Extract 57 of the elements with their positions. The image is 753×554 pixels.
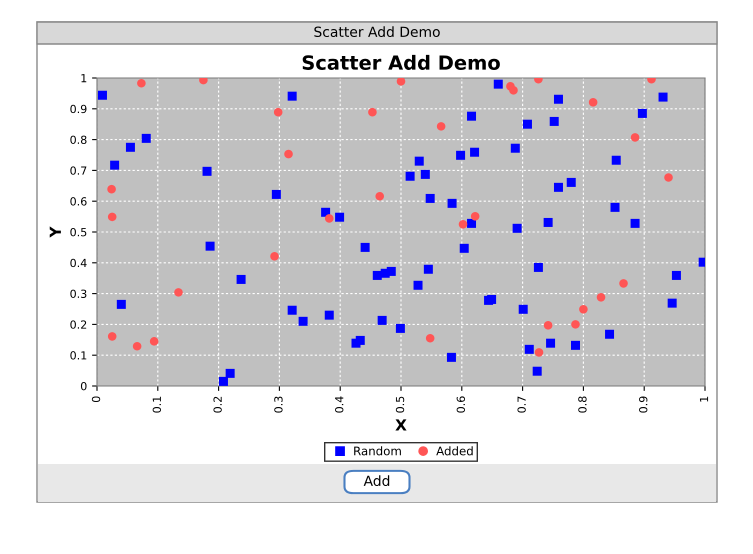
point	[108, 212, 116, 222]
point	[509, 86, 518, 95]
y-tick-label: 0.8	[70, 136, 87, 144]
point	[579, 305, 588, 314]
text: Scatter Add Demo	[314, 26, 440, 38]
point	[107, 184, 116, 194]
y-axis-title: Y	[50, 226, 61, 238]
point	[470, 212, 480, 221]
point	[544, 321, 552, 330]
y-tick-label: 1	[81, 74, 86, 82]
point	[137, 78, 146, 88]
y-tick-label: 0.4	[70, 258, 87, 268]
point	[174, 288, 183, 297]
y-tick-label: 0.2	[70, 320, 86, 329]
point	[534, 348, 544, 357]
y-tick-label: 0	[80, 382, 87, 390]
point	[375, 192, 384, 201]
point	[368, 108, 377, 116]
point	[132, 342, 142, 351]
x-tick-label: 0.1	[152, 396, 162, 413]
x-tick-label: 1	[700, 396, 708, 402]
point	[284, 150, 293, 158]
x-axis-title: X	[395, 419, 407, 431]
y-tick-label: 0.5	[70, 228, 86, 236]
point	[150, 337, 158, 346]
point	[426, 334, 434, 343]
x-tick-label: 0.7	[517, 396, 526, 413]
point	[571, 320, 580, 329]
point	[630, 133, 640, 142]
point	[396, 78, 406, 86]
x-tick-label: 0.4	[335, 396, 344, 413]
y-tick-label: 0.9	[70, 104, 86, 114]
legend-label: Random	[354, 446, 401, 456]
point	[458, 220, 468, 229]
y-tick-label: 0.6	[70, 197, 87, 206]
x-tick-label: 0.2	[213, 396, 222, 413]
x-tick-label: 0.9	[639, 396, 648, 413]
point	[588, 98, 598, 107]
chart-title: Scatter Add Demo	[302, 54, 500, 70]
point	[619, 279, 628, 288]
point	[596, 293, 606, 302]
point	[274, 108, 282, 116]
x-tick-label: 0	[92, 396, 100, 402]
point	[436, 122, 446, 131]
x-tick-label: 0.8	[578, 396, 587, 413]
x-tick-label: 0.6	[456, 396, 466, 413]
point	[664, 173, 673, 182]
y-tick-label: 0.7	[70, 166, 86, 175]
point	[324, 214, 334, 223]
x-tick-label: 0.5	[396, 396, 404, 413]
y-tick-label: 0.1	[70, 351, 86, 360]
point	[270, 252, 279, 261]
legend-label: Added	[436, 446, 473, 456]
text: Add	[364, 475, 390, 486]
x-tick-label: 0.3	[274, 396, 283, 413]
point	[108, 332, 116, 341]
y-tick-label: 0.3	[70, 290, 86, 298]
